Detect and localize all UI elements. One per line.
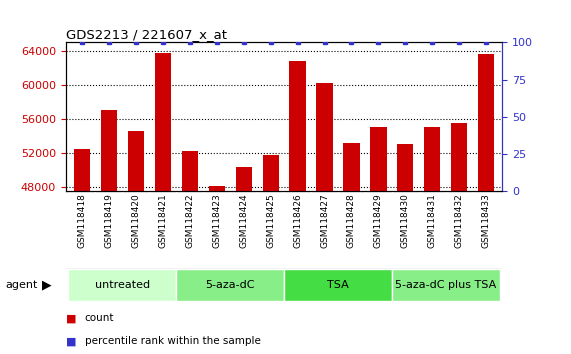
Text: GSM118429: GSM118429: [374, 194, 383, 248]
Bar: [128, 131, 144, 191]
Text: GSM118418: GSM118418: [77, 194, 86, 249]
Text: GDS2213 / 221607_x_at: GDS2213 / 221607_x_at: [66, 28, 227, 41]
Bar: [451, 123, 468, 191]
Text: agent: agent: [6, 280, 38, 290]
Bar: [176, 269, 284, 301]
Text: GSM118433: GSM118433: [482, 194, 491, 249]
Text: GSM118421: GSM118421: [158, 194, 167, 248]
Text: GSM118425: GSM118425: [266, 194, 275, 248]
Text: GSM118426: GSM118426: [293, 194, 302, 248]
Text: ■: ■: [66, 313, 76, 323]
Text: GSM118420: GSM118420: [131, 194, 140, 248]
Bar: [235, 167, 252, 191]
Bar: [182, 151, 198, 191]
Bar: [74, 149, 90, 191]
Bar: [69, 269, 176, 301]
Bar: [392, 269, 500, 301]
Text: GSM118430: GSM118430: [401, 194, 410, 249]
Bar: [397, 144, 413, 191]
Text: GSM118431: GSM118431: [428, 194, 437, 249]
Bar: [316, 83, 332, 191]
Bar: [208, 186, 225, 191]
Bar: [478, 53, 494, 191]
Bar: [343, 143, 360, 191]
Text: untreated: untreated: [95, 280, 150, 290]
Bar: [289, 61, 305, 191]
Text: GSM118422: GSM118422: [185, 194, 194, 248]
Text: GSM118432: GSM118432: [455, 194, 464, 248]
Bar: [263, 155, 279, 191]
Text: GSM118423: GSM118423: [212, 194, 221, 248]
Text: 5-aza-dC plus TSA: 5-aza-dC plus TSA: [395, 280, 496, 290]
Text: TSA: TSA: [327, 280, 349, 290]
Text: GSM118427: GSM118427: [320, 194, 329, 248]
Bar: [424, 127, 440, 191]
Bar: [155, 53, 171, 191]
Bar: [284, 269, 392, 301]
Text: ▶: ▶: [42, 279, 51, 291]
Bar: [100, 110, 117, 191]
Text: GSM118428: GSM118428: [347, 194, 356, 248]
Text: GSM118419: GSM118419: [104, 194, 113, 249]
Text: 5-aza-dC: 5-aza-dC: [206, 280, 255, 290]
Text: ■: ■: [66, 336, 76, 346]
Bar: [371, 127, 387, 191]
Text: percentile rank within the sample: percentile rank within the sample: [85, 336, 260, 346]
Text: GSM118424: GSM118424: [239, 194, 248, 248]
Text: count: count: [85, 313, 114, 323]
